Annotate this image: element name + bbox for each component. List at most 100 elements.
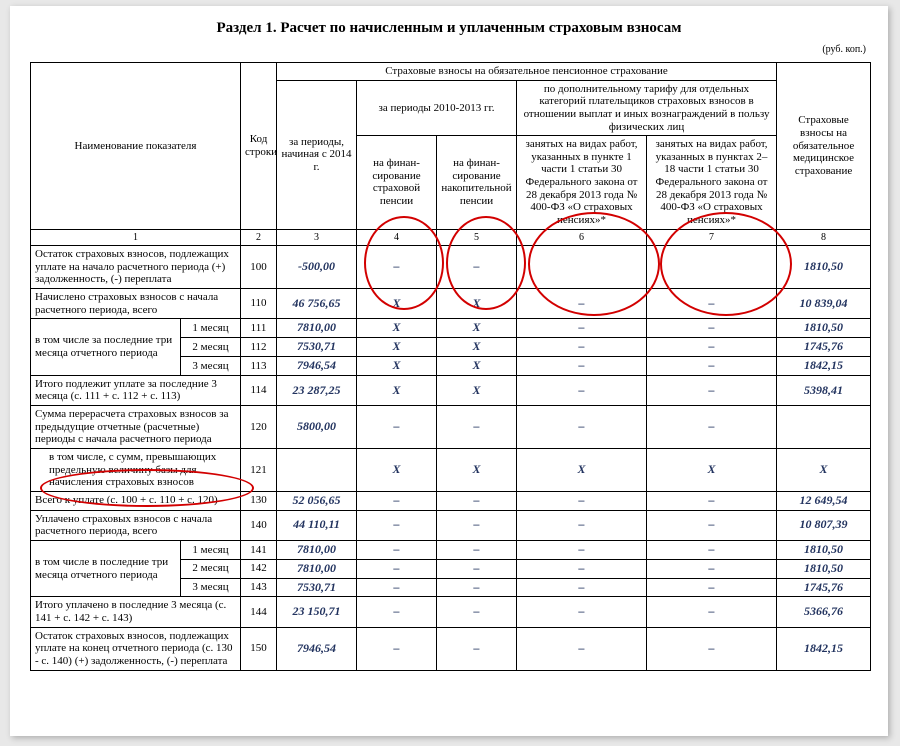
value-cell: – bbox=[647, 559, 777, 578]
row-label: Остаток страховых взносов, подлежащих уп… bbox=[31, 627, 241, 670]
value-cell: Х bbox=[357, 375, 437, 405]
row-code: 130 bbox=[241, 491, 277, 510]
value-cell: 7946,54 bbox=[277, 627, 357, 670]
value-cell: 1810,50 bbox=[777, 559, 871, 578]
colnum-6: 6 bbox=[517, 229, 647, 246]
value-cell: 1745,76 bbox=[777, 338, 871, 357]
row-code: 143 bbox=[241, 578, 277, 597]
value-cell: Х bbox=[437, 356, 517, 375]
value-cell: – bbox=[647, 289, 777, 319]
value-cell: 7530,71 bbox=[277, 338, 357, 357]
value-cell: – bbox=[647, 406, 777, 449]
value-cell bbox=[777, 406, 871, 449]
header-pension-group: Страховые взносы на обязательное пенсион… bbox=[277, 63, 777, 81]
row-label: Уплачено страховых взносов с начала расч… bbox=[31, 510, 241, 540]
value-cell: – bbox=[647, 627, 777, 670]
colnum-2: 2 bbox=[241, 229, 277, 246]
value-cell: Х bbox=[357, 356, 437, 375]
value-cell: 1810,50 bbox=[777, 319, 871, 338]
colnum-7: 7 bbox=[647, 229, 777, 246]
row-code: 111 bbox=[241, 319, 277, 338]
colnum-1: 1 bbox=[31, 229, 241, 246]
value-cell: Х bbox=[437, 375, 517, 405]
table-row: Остаток страховых взносов, подлежащих уп… bbox=[31, 246, 871, 289]
row-code: 112 bbox=[241, 338, 277, 357]
value-cell: – bbox=[437, 246, 517, 289]
value-cell: – bbox=[647, 356, 777, 375]
row-label: в том числе, с сумм, превышающих предель… bbox=[31, 448, 241, 491]
value-cell: – bbox=[647, 491, 777, 510]
value-cell: 52 056,65 bbox=[277, 491, 357, 510]
value-cell bbox=[647, 246, 777, 289]
row-code: 150 bbox=[241, 627, 277, 670]
table-body: Остаток страховых взносов, подлежащих уп… bbox=[31, 246, 871, 670]
row-sub-label: 2 месяц bbox=[181, 559, 241, 578]
value-cell: 7946,54 bbox=[277, 356, 357, 375]
row-code: 121 bbox=[241, 448, 277, 491]
colnum-4: 4 bbox=[357, 229, 437, 246]
table-row: Начислено страховых взносов с начала рас… bbox=[31, 289, 871, 319]
header-col7: занятых на видах работ, указанных в пунк… bbox=[647, 136, 777, 229]
value-cell: – bbox=[357, 578, 437, 597]
row-group-label: в том числе за последние три месяца отче… bbox=[31, 319, 181, 375]
value-cell: – bbox=[517, 627, 647, 670]
value-cell: 1810,50 bbox=[777, 246, 871, 289]
header-from-2014: за периоды, начиная с 2014 г. bbox=[277, 80, 357, 229]
row-code: 142 bbox=[241, 559, 277, 578]
table-row: в том числе, с сумм, превышающих предель… bbox=[31, 448, 871, 491]
value-cell: – bbox=[517, 559, 647, 578]
value-cell: 12 649,54 bbox=[777, 491, 871, 510]
value-cell: 46 756,65 bbox=[277, 289, 357, 319]
value-cell: – bbox=[437, 627, 517, 670]
row-code: 110 bbox=[241, 289, 277, 319]
value-cell: – bbox=[357, 510, 437, 540]
row-label: Остаток страховых взносов, подлежащих уп… bbox=[31, 246, 241, 289]
value-cell: – bbox=[647, 338, 777, 357]
value-cell: 10 839,04 bbox=[777, 289, 871, 319]
row-label: Сумма перерасчета страховых взносов за п… bbox=[31, 406, 241, 449]
value-cell: – bbox=[357, 597, 437, 627]
row-sub-label: 3 месяц bbox=[181, 578, 241, 597]
value-cell: Х bbox=[437, 319, 517, 338]
header-extra-tariff: по дополнительному тарифу для отдельных … bbox=[517, 80, 777, 136]
value-cell: – bbox=[357, 627, 437, 670]
value-cell: – bbox=[357, 491, 437, 510]
value-cell: – bbox=[437, 491, 517, 510]
table-row: Итого подлежит уплате за последние 3 мес… bbox=[31, 375, 871, 405]
header-col5: на финан-сирование накопительной пенсии bbox=[437, 136, 517, 229]
row-label: Итого подлежит уплате за последние 3 мес… bbox=[31, 375, 241, 405]
value-cell: 5366,76 bbox=[777, 597, 871, 627]
value-cell: Х bbox=[647, 448, 777, 491]
value-cell: – bbox=[437, 578, 517, 597]
value-cell: – bbox=[437, 540, 517, 559]
value-cell: – bbox=[517, 356, 647, 375]
value-cell: – bbox=[437, 597, 517, 627]
header-medical: Страховые взносы на обязательное медицин… bbox=[777, 63, 871, 230]
value-cell: Х bbox=[437, 338, 517, 357]
document-sheet: Раздел 1. Расчет по начисленным и уплаче… bbox=[10, 6, 888, 736]
row-code: 120 bbox=[241, 406, 277, 449]
colnum-8: 8 bbox=[777, 229, 871, 246]
value-cell: – bbox=[647, 319, 777, 338]
value-cell: 10 807,39 bbox=[777, 510, 871, 540]
value-cell: 5800,00 bbox=[277, 406, 357, 449]
value-cell: Х bbox=[517, 448, 647, 491]
value-cell: 23 150,71 bbox=[277, 597, 357, 627]
header-col4: на финан-сирование страховой пенсии bbox=[357, 136, 437, 229]
value-cell: 1842,15 bbox=[777, 356, 871, 375]
value-cell: Х bbox=[777, 448, 871, 491]
value-cell: – bbox=[517, 597, 647, 627]
value-cell: 5398,41 bbox=[777, 375, 871, 405]
value-cell: 1810,50 bbox=[777, 540, 871, 559]
value-cell: 7810,00 bbox=[277, 540, 357, 559]
table-row: Итого уплачено в последние 3 месяца (с. … bbox=[31, 597, 871, 627]
value-cell: – bbox=[517, 338, 647, 357]
value-cell: – bbox=[437, 559, 517, 578]
value-cell: 7810,00 bbox=[277, 319, 357, 338]
row-label: Всего к уплате (с. 100 + с. 110 + с. 120… bbox=[31, 491, 241, 510]
table-row: Уплачено страховых взносов с начала расч… bbox=[31, 510, 871, 540]
value-cell: – bbox=[437, 510, 517, 540]
currency-unit: (руб. коп.) bbox=[822, 44, 866, 55]
value-cell: Х bbox=[437, 289, 517, 319]
section-title: Раздел 1. Расчет по начисленным и уплаче… bbox=[10, 6, 888, 37]
